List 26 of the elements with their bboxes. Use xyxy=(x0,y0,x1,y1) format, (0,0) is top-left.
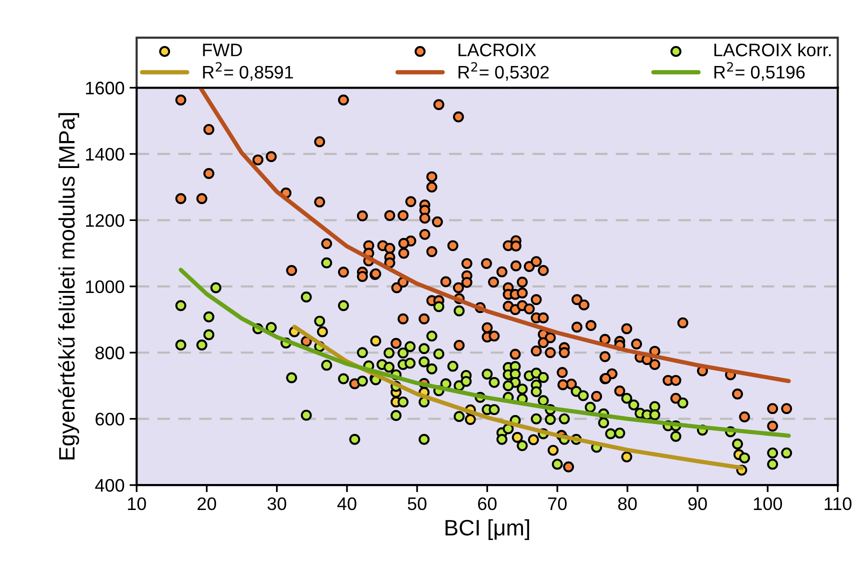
legend-label: LACROIX korr. xyxy=(714,43,831,56)
x-tick-label: 90 xyxy=(688,497,707,510)
y-tick-label: 400 xyxy=(95,478,124,492)
x-tick-label: 70 xyxy=(548,497,567,510)
legend-label: LACROIX xyxy=(458,44,536,56)
x-tick-label: 10 xyxy=(128,497,146,510)
legend-label: R$^{2}$= 0,8591 xyxy=(203,62,293,81)
legend-label: FWD xyxy=(203,44,242,56)
x-tick-label: 20 xyxy=(198,497,216,510)
x-tick-label: 50 xyxy=(408,497,426,510)
y-tick-label: 1200 xyxy=(86,214,124,227)
x-tick-label: 30 xyxy=(268,497,286,510)
x-axis-title: BCI [μm] xyxy=(446,519,530,540)
legend-label: R$^{2}$= 0,5196 xyxy=(714,62,805,81)
y-tick-label: 800 xyxy=(95,346,124,360)
x-tick-label: 110 xyxy=(824,497,852,510)
y-tick-label: 1600 xyxy=(86,82,124,94)
x-tick-label: 60 xyxy=(478,497,497,510)
y-tick-label: 600 xyxy=(96,412,124,426)
x-tick-label: 100 xyxy=(754,497,782,510)
y-tick-label: 1400 xyxy=(86,148,124,161)
x-tick-label: 40 xyxy=(337,497,356,510)
y-tick-label: 1000 xyxy=(86,280,124,294)
x-tick-label: 80 xyxy=(618,497,637,510)
y-axis-title: Egyenértékű felületi modulus [MPa] xyxy=(58,113,80,460)
legend-label: R$^{2}$= 0,5302 xyxy=(458,62,549,81)
